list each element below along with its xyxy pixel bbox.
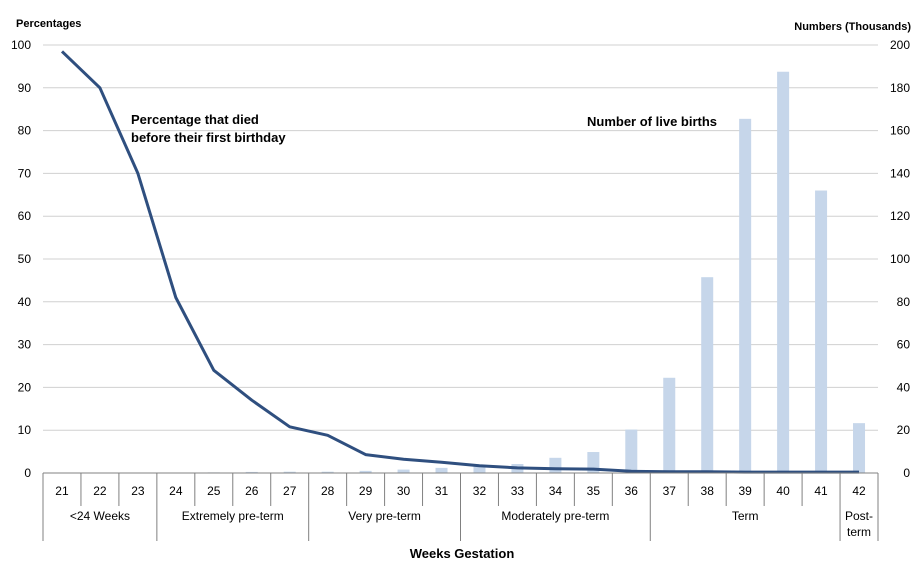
left-y-axis: 0 10 20 30 40 50 60 70 80 90 100: [11, 38, 31, 480]
bar: [663, 377, 676, 473]
right-tick-label: 40: [897, 380, 911, 394]
bar: [435, 467, 448, 473]
right-tick-label: 80: [897, 295, 911, 309]
right-tick-label: 20: [897, 423, 911, 437]
left-tick-label: 10: [18, 423, 32, 437]
bar: [359, 470, 372, 473]
x-tick-label: 36: [625, 484, 639, 498]
bar: [701, 277, 714, 473]
bar: [397, 469, 410, 473]
line-series: [60, 50, 859, 474]
bars: [55, 71, 866, 473]
left-tick-label: 20: [18, 380, 32, 394]
x-tick-label: 37: [663, 484, 677, 498]
x-tick-label: 29: [359, 484, 373, 498]
right-tick-label: 140: [890, 166, 910, 180]
x-tick-label: 38: [701, 484, 715, 498]
bar: [777, 71, 790, 473]
x-tick-label: 42: [852, 484, 866, 498]
group-label: Post-: [845, 509, 873, 523]
group-label: Extremely pre-term: [182, 509, 284, 523]
bar-annotation: Number of live births: [587, 114, 717, 129]
x-tick-label: 21: [55, 484, 69, 498]
x-tick-label: 25: [207, 484, 221, 498]
bar: [245, 471, 258, 473]
line-annotation-2: before their first birthday: [131, 130, 286, 145]
x-tick-label: 22: [93, 484, 107, 498]
x-tick-label: 40: [776, 484, 790, 498]
left-tick-label: 90: [18, 81, 32, 95]
x-tick-label: 31: [435, 484, 449, 498]
left-tick-label: 40: [18, 295, 32, 309]
left-tick-label: 50: [18, 252, 32, 266]
bar: [321, 471, 334, 473]
bar: [815, 190, 828, 473]
right-tick-label: 180: [890, 81, 910, 95]
x-tick-label: 27: [283, 484, 297, 498]
gridlines: [43, 44, 878, 431]
group-label: term: [847, 525, 871, 539]
line-annotation-1: Percentage that died: [131, 112, 259, 127]
group-label: Term: [732, 509, 759, 523]
x-tick-label: 39: [738, 484, 752, 498]
bar: [853, 423, 866, 473]
left-tick-label: 30: [18, 338, 32, 352]
x-tick-label: 35: [587, 484, 601, 498]
right-tick-label: 200: [890, 38, 910, 52]
x-tick-label: 33: [511, 484, 525, 498]
x-tick-label: 26: [245, 484, 259, 498]
right-tick-label: 160: [890, 124, 910, 138]
x-tick-label: 34: [549, 484, 563, 498]
x-tick-label: 41: [814, 484, 828, 498]
bar: [473, 465, 486, 473]
group-label: <24 Weeks: [70, 509, 130, 523]
group-labels: <24 Weeks Extremely pre-term Very pre-term…: [42, 506, 879, 541]
mortality-line: [60, 50, 859, 474]
bar: [625, 429, 638, 473]
bar: [549, 457, 562, 473]
group-label: Very pre-term: [348, 509, 421, 523]
x-axis: 21 22 23 24 25 26 27 28 29 30 31 32 33 34 35 36 37 38 39 40…: [42, 472, 879, 506]
bar: [739, 118, 752, 473]
x-tick-label: 28: [321, 484, 335, 498]
x-axis-title: Weeks Gestation: [410, 546, 515, 561]
bar: [283, 471, 296, 473]
right-y-axis: 0 20 40 60 80 100 120 140 160 180 200: [890, 38, 910, 480]
right-tick-label: 60: [897, 338, 911, 352]
left-tick-label: 80: [18, 124, 32, 138]
x-tick-label: 30: [397, 484, 411, 498]
right-tick-label: 0: [903, 466, 910, 480]
right-tick-label: 120: [890, 209, 910, 223]
left-tick-label: 70: [18, 166, 32, 180]
x-tick-label: 32: [473, 484, 487, 498]
left-tick-label: 60: [18, 209, 32, 223]
left-tick-label: 100: [11, 38, 31, 52]
x-tick-label: 24: [169, 484, 183, 498]
group-label: Moderately pre-term: [501, 509, 609, 523]
right-axis-title: Numbers (Thousands): [794, 21, 911, 33]
left-axis-title: Percentages: [16, 18, 81, 30]
left-tick-label: 0: [24, 466, 31, 480]
right-tick-label: 100: [890, 252, 910, 266]
x-tick-label: 23: [131, 484, 145, 498]
